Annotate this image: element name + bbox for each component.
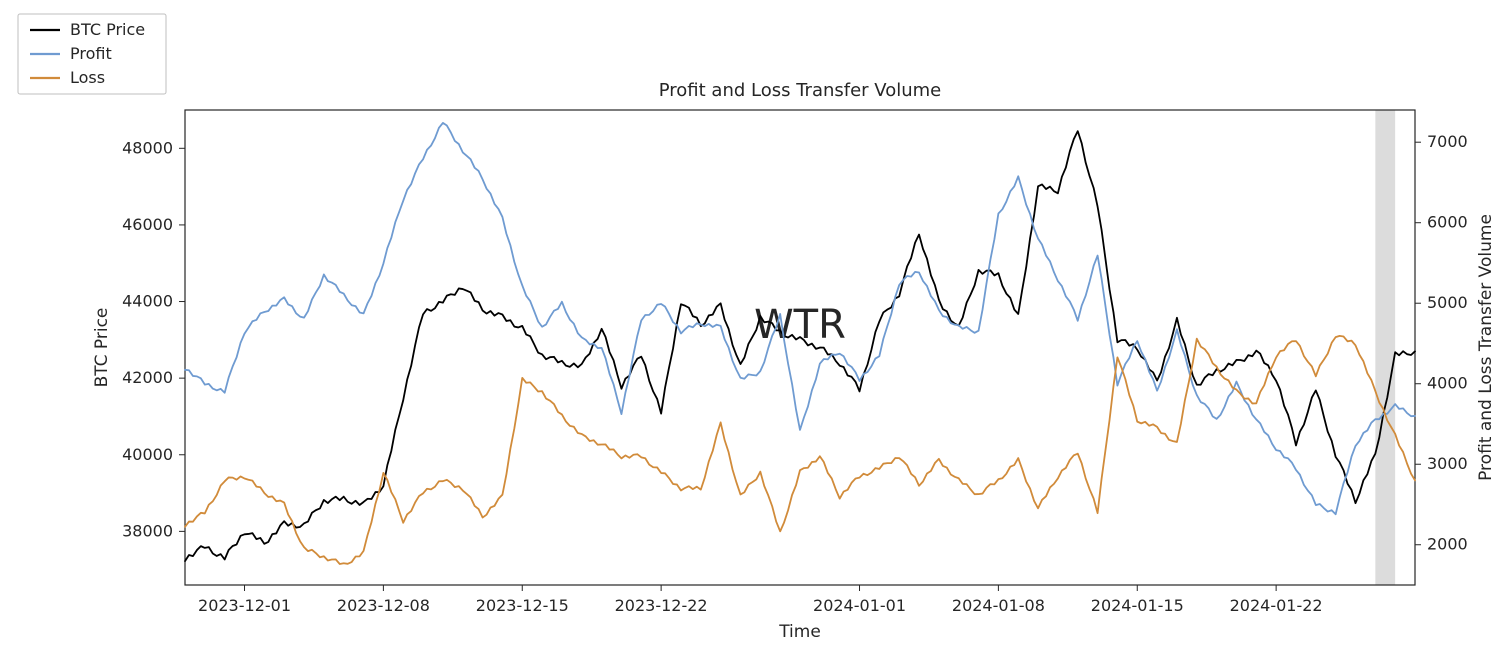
x-tick-label: 2023-12-15	[476, 596, 569, 615]
yleft-tick-label: 46000	[122, 215, 173, 234]
x-tick-label: 2024-01-22	[1230, 596, 1323, 615]
yleft-tick-label: 40000	[122, 445, 173, 464]
legend-label-profit: Profit	[70, 44, 112, 63]
x-tick-label: 2023-12-01	[198, 596, 291, 615]
yright-axis-label: Profit and Loss Transfer Volume	[1476, 214, 1496, 481]
yleft-tick-label: 48000	[122, 138, 173, 157]
yright-tick-label: 3000	[1427, 454, 1468, 473]
yright-tick-label: 7000	[1427, 132, 1468, 151]
x-tick-label: 2023-12-08	[337, 596, 430, 615]
x-tick-label: 2024-01-01	[813, 596, 906, 615]
yright-tick-label: 4000	[1427, 374, 1468, 393]
chart-title: Profit and Loss Transfer Volume	[659, 80, 942, 101]
x-tick-label: 2023-12-22	[615, 596, 708, 615]
chart-svg: WTR 38000 40000 42000 44000 46000 48000 2000 300…	[0, 0, 1510, 664]
yright-tick-label: 5000	[1427, 293, 1468, 312]
yright-tick-label: 2000	[1427, 535, 1468, 554]
legend: BTC Price Profit Loss	[18, 14, 166, 94]
watermark: WTR	[754, 302, 846, 348]
yright-tick-label: 6000	[1427, 213, 1468, 232]
shaded-region	[1375, 110, 1395, 585]
chart-container: WTR 38000 40000 42000 44000 46000 48000 2000 300…	[0, 0, 1510, 664]
yleft-tick-label: 42000	[122, 368, 173, 387]
x-axis-label: Time	[778, 622, 821, 642]
legend-label-btc-price: BTC Price	[70, 20, 145, 39]
legend-label-loss: Loss	[70, 68, 105, 87]
x-tick-label: 2024-01-15	[1091, 596, 1184, 615]
yleft-tick-label: 38000	[122, 521, 173, 540]
x-tick-label: 2024-01-08	[952, 596, 1045, 615]
yleft-tick-label: 44000	[122, 292, 173, 311]
yleft-axis-label: BTC Price	[92, 308, 112, 388]
